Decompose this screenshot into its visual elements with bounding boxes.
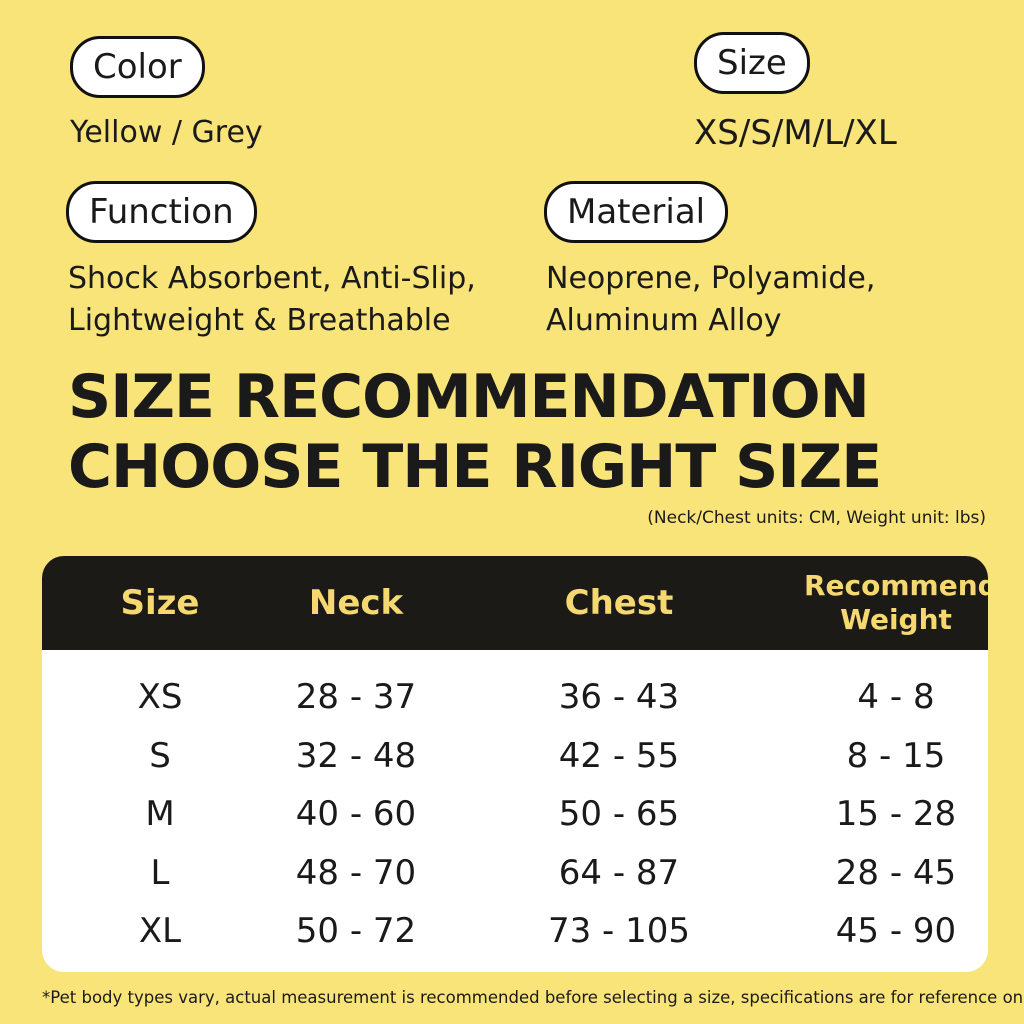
table-cell: L [150,852,170,893]
label-pill: Function [66,181,257,243]
table-cell: 73 - 105 [547,911,691,952]
table-cell: 36 - 43 [558,677,680,718]
col-header: Size [120,583,200,623]
table-cell: 28 - 37 [295,677,417,718]
line: SIZE RECOMMENDATION [68,362,870,432]
table-cell: XS [137,677,183,718]
col-header: Neck [308,583,404,623]
units-note: (Neck/Chest units: CM, Weight unit: lbs) [647,508,986,528]
spec-value: XS/S/M/L/XL [694,113,897,153]
table-cell: 28 - 45 [835,852,957,893]
table-cell: 8 - 15 [846,735,946,776]
table-cell: 48 - 70 [295,852,417,893]
table-cell: 45 - 90 [835,911,957,952]
spec-value: Shock Absorbent, Anti-Slip, Lightweight &… [68,258,476,342]
line: Weight [840,603,952,636]
table-row: M 40 - 60 50 - 65 15 - 28 [42,785,988,844]
table-cell: M [145,794,175,835]
table-cell: 15 - 28 [835,794,957,835]
table-cell: 32 - 48 [295,735,417,776]
line: Aluminum Alloy [546,303,782,338]
table-cell: 42 - 55 [558,735,680,776]
label-pill: Color [70,36,205,98]
table-cell: 50 - 65 [558,794,680,835]
size-table: Size Neck Chest RecommendedWeight XS 28 -… [42,556,988,972]
spec-value: Yellow / Grey [70,115,263,150]
line: Recommended [804,569,988,602]
table-row: XL 50 - 72 73 - 105 45 - 90 [42,902,988,961]
table-cell: 50 - 72 [295,911,417,952]
table-header: Size Neck Chest RecommendedWeight [42,556,988,650]
table-row: XS 28 - 37 36 - 43 4 - 8 [42,668,988,727]
line: Neoprene, Polyamide, [546,261,876,296]
table-cell: 64 - 87 [558,852,680,893]
headline: SIZE RECOMMENDATION CHOOSE THE RIGHT SIZE [68,362,882,502]
col-header: Chest [564,583,674,623]
table-cell: 4 - 8 [857,677,935,718]
spec-value: Neoprene, Polyamide, Aluminum Alloy [546,258,875,342]
table-row: S 32 - 48 42 - 55 8 - 15 [42,727,988,786]
label-pill: Material [544,181,729,243]
table-cell: XL [138,911,182,952]
footnote: *Pet body types vary, actual measurement… [42,988,1024,1007]
table-cell: S [149,735,171,776]
col-header: RecommendedWeight [804,569,988,637]
line: Shock Absorbent, Anti-Slip, [68,261,476,296]
table-cell: 40 - 60 [295,794,417,835]
line: Lightweight & Breathable [68,303,451,338]
line: CHOOSE THE RIGHT SIZE [68,432,882,502]
label-pill: Size [694,32,810,94]
table-row: L 48 - 70 64 - 87 28 - 45 [42,844,988,903]
